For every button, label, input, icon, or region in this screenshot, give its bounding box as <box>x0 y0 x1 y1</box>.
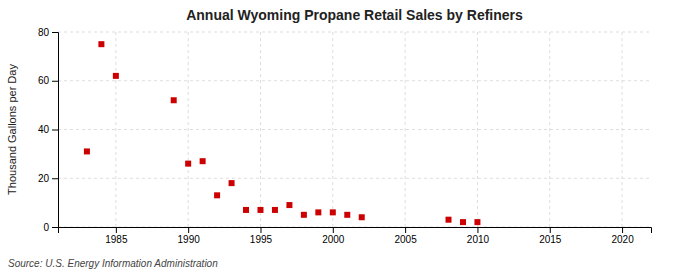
x-axis-tick-mark <box>116 227 117 233</box>
point <box>446 217 452 223</box>
x-axis-tick: 2005 <box>394 227 417 245</box>
title: Annual Wyoming Propane Retail Sales by R… <box>186 7 523 23</box>
point <box>286 202 292 208</box>
grid <box>58 32 651 227</box>
x-axis-tick: 2010 <box>467 227 490 245</box>
x-axis-tick-label: 1995 <box>250 234 273 245</box>
y-axis-tick-label: 0 <box>43 222 49 233</box>
point <box>344 212 350 218</box>
x-axis-tick-label: 2010 <box>467 234 490 245</box>
grid-line-y <box>58 178 651 179</box>
x-axis-tick-mark <box>260 227 261 233</box>
y-axis-tick: 20 <box>38 173 58 184</box>
y-axis-tick-mark <box>52 178 58 179</box>
y-axis-tick-mark <box>52 32 58 33</box>
x-axis: 1985 1990 1995 2000 2005 2010 2015 2020 <box>59 227 652 245</box>
x-axis-line <box>59 228 652 234</box>
x-axis-tick-label: 2005 <box>394 234 417 245</box>
y-axis-tick: 40 <box>38 124 58 135</box>
y-axis-tick-mark <box>52 81 58 82</box>
point <box>98 41 104 47</box>
x-axis-tick-label: 1990 <box>178 234 201 245</box>
chart-svg: 1985 1990 1995 2000 2005 2010 2015 2020 0 20 40 60 8… <box>0 0 675 275</box>
point <box>315 209 321 215</box>
point <box>330 209 336 215</box>
x-axis-tick-mark <box>477 227 478 233</box>
point <box>257 207 263 213</box>
x-axis-tick-label: 2015 <box>539 234 562 245</box>
grid-line-y <box>58 129 651 130</box>
point <box>460 219 466 225</box>
points <box>84 41 481 225</box>
x-axis-tick-mark <box>333 227 334 233</box>
x-axis-tick-mark <box>405 227 406 233</box>
y-axis-tick-label: 20 <box>38 173 50 184</box>
y-axis-tick: 0 <box>43 222 58 233</box>
y-axis-tick-mark <box>52 227 58 228</box>
y-axis-tick: 80 <box>38 27 58 38</box>
point <box>200 158 206 164</box>
y-axis: 0 20 40 60 80 <box>38 27 59 233</box>
plot-area: 1985 1990 1995 2000 2005 2010 2015 2020 0 20 40 60 8… <box>38 27 652 245</box>
grid-line-x <box>405 32 406 227</box>
grid-line-x <box>477 32 478 227</box>
point <box>474 219 480 225</box>
grid-line-y <box>58 32 651 33</box>
x-axis-tick-mark <box>550 227 551 233</box>
y-axis-tick-label: 60 <box>38 75 50 86</box>
x-axis-tick: 1985 <box>105 227 128 245</box>
point <box>84 148 90 154</box>
point <box>171 97 177 103</box>
x-axis-tick: 2020 <box>611 227 634 245</box>
x-axis-tick: 2015 <box>539 227 562 245</box>
y-axis-title: Thousand Gallons per Day <box>6 64 18 195</box>
grid-line-x <box>260 32 261 227</box>
grid-line-x <box>332 32 333 227</box>
point <box>229 180 235 186</box>
point <box>272 207 278 213</box>
grid-line-x <box>549 32 550 227</box>
point <box>113 73 119 79</box>
y-axis-line <box>52 33 59 228</box>
y-axis-tick-label: 80 <box>38 27 50 38</box>
grid-line-x <box>188 32 189 227</box>
grid-line-x <box>622 32 623 227</box>
grid-line-y <box>58 80 651 81</box>
x-axis-tick-label: 1985 <box>105 234 128 245</box>
y-axis-tick-mark <box>52 130 58 131</box>
point <box>359 214 365 220</box>
x-axis-tick: 2000 <box>322 227 345 245</box>
x-axis-tick-mark <box>188 227 189 233</box>
source: Source: U.S. Energy Information Administ… <box>8 258 218 269</box>
y-axis-tick-label: 40 <box>38 124 50 135</box>
x-axis-tick: 1995 <box>250 227 273 245</box>
point <box>301 212 307 218</box>
point <box>243 207 249 213</box>
x-axis-tick-label: 2000 <box>322 234 345 245</box>
grid-line-x <box>115 32 116 227</box>
x-axis-tick: 1990 <box>178 227 201 245</box>
y-axis-tick: 60 <box>38 75 58 86</box>
point <box>185 161 191 167</box>
point <box>214 192 220 198</box>
x-axis-tick-label: 2020 <box>611 234 634 245</box>
x-axis-tick-mark <box>622 227 623 233</box>
